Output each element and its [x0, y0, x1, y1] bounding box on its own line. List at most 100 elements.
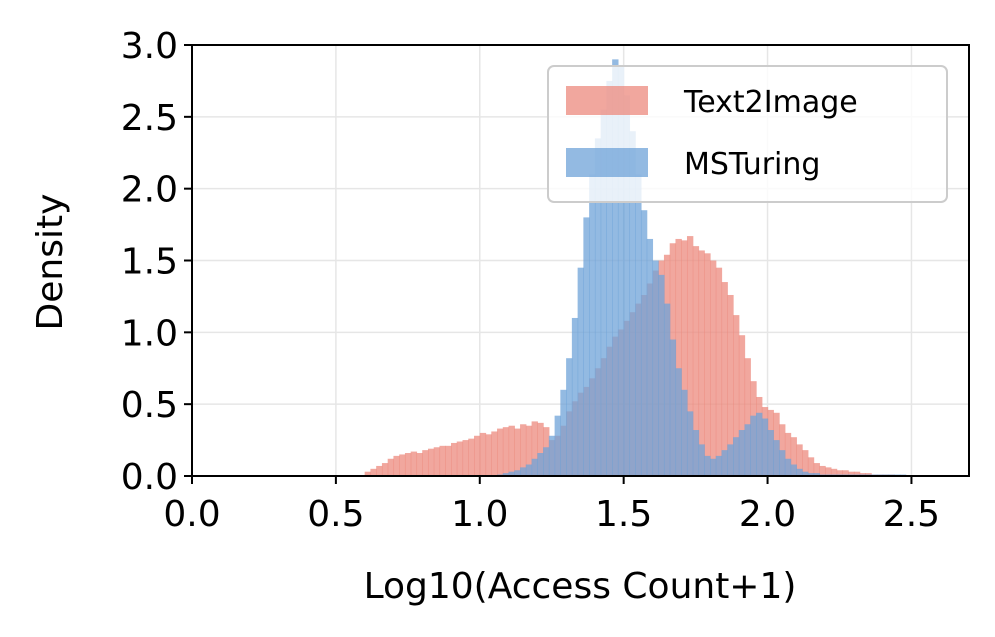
bar-msturing-78 [813, 473, 820, 476]
y-tick-label-2: 1.0 [121, 313, 178, 354]
bar-text2image-81 [830, 468, 838, 476]
bar-text2image-25 [508, 425, 515, 476]
bar-msturing-77 [807, 473, 815, 476]
bar-text2image-78 [813, 463, 820, 476]
bar-text2image-19 [474, 435, 481, 476]
bar-msturing-43 [612, 59, 619, 476]
bar-text2image-4 [387, 458, 395, 476]
legend-label-text2image: Text2Image [683, 85, 858, 120]
bar-text2image-8 [410, 451, 418, 476]
y-axis-title: Density [30, 194, 71, 331]
x-tick-label-2: 1.0 [451, 494, 508, 535]
bar-msturing-38 [583, 217, 590, 476]
bar-text2image-61 [715, 267, 723, 476]
bar-text2image-7 [404, 453, 412, 476]
bar-msturing-76 [802, 471, 809, 476]
bar-text2image-64 [733, 315, 740, 476]
bar-text2image-84 [848, 471, 855, 476]
bar-text2image-21 [485, 434, 492, 476]
bar-text2image-5 [393, 455, 400, 476]
bar-msturing-49 [646, 238, 654, 476]
bar-text2image-28 [525, 425, 533, 476]
bar-text2image-59 [704, 253, 711, 476]
bar-text2image-13 [439, 445, 446, 476]
bar-text2image-82 [836, 470, 843, 476]
bar-text2image-75 [796, 444, 803, 476]
bar-text2image-80 [825, 467, 832, 476]
bar-text2image-14 [445, 445, 452, 476]
x-tick-label-5: 2.5 [883, 494, 940, 535]
bar-msturing-69 [761, 418, 769, 476]
bar-msturing-25 [508, 471, 515, 476]
bar-text2image-83 [842, 470, 849, 476]
bar-msturing-34 [560, 389, 567, 476]
bar-text2image-9 [416, 453, 423, 476]
legend-swatch-text2image [566, 86, 648, 115]
bar-text2image-17 [462, 440, 469, 476]
bar-msturing-52 [663, 303, 671, 476]
bar-msturing-73 [784, 458, 792, 476]
y-tick-label-3: 1.5 [121, 242, 178, 283]
bar-text2image-3 [381, 463, 389, 476]
bar-msturing-64 [733, 437, 740, 476]
bar-msturing-65 [738, 430, 746, 476]
bar-msturing-48 [640, 210, 648, 476]
bar-text2image-26 [514, 428, 521, 476]
bar-text2image-30 [537, 422, 544, 476]
bar-msturing-59 [704, 455, 711, 476]
bar-msturing-30 [537, 453, 544, 476]
bar-text2image-74 [790, 437, 797, 476]
bar-text2image-10 [422, 450, 429, 476]
y-axis-ticks: 0.0 0.5 1.0 1.5 2.0 2.5 3.0 [121, 26, 192, 498]
bar-text2image-16 [456, 441, 464, 476]
legend: Text2Image MSTuring [547, 65, 948, 203]
bar-text2image-54 [675, 238, 682, 476]
x-tick-label-4: 2.0 [739, 494, 796, 535]
bar-text2image-57 [692, 246, 700, 476]
bar-text2image-62 [721, 282, 728, 476]
bar-msturing-42 [606, 80, 613, 477]
bar-text2image-77 [807, 457, 815, 476]
legend-swatch-msturing [566, 148, 648, 177]
bar-msturing-74 [790, 464, 797, 476]
bar-text2image-79 [819, 465, 826, 476]
bar-text2image-1 [370, 468, 377, 476]
bar-msturing-35 [566, 358, 573, 476]
x-axis-ticks: 0.0 0.5 1.0 1.5 2.0 2.5 [163, 476, 940, 535]
legend-label-msturing: MSTuring [684, 147, 820, 182]
bar-text2image-18 [468, 438, 475, 476]
bar-msturing-32 [548, 435, 556, 476]
y-tick-label-4: 2.0 [121, 170, 178, 211]
bar-msturing-63 [727, 444, 734, 476]
bar-text2image-27 [520, 424, 527, 476]
bar-msturing-75 [796, 468, 803, 476]
y-tick-label-0: 0.0 [121, 457, 178, 498]
bar-msturing-56 [686, 411, 694, 476]
bar-msturing-58 [698, 444, 705, 476]
bar-text2image-15 [451, 442, 458, 476]
y-tick-label-1: 0.5 [121, 385, 178, 426]
x-tick-label-3: 1.5 [595, 494, 652, 535]
bar-text2image-0 [364, 471, 372, 476]
bar-msturing-61 [715, 455, 723, 476]
bar-msturing-55 [681, 389, 688, 476]
bar-text2image-85 [853, 471, 861, 476]
bar-text2image-76 [802, 450, 809, 476]
bar-msturing-72 [779, 450, 786, 476]
bar-text2image-11 [427, 448, 435, 476]
bar-text2image-22 [491, 431, 498, 476]
bar-msturing-46 [629, 131, 636, 476]
bar-text2image-66 [744, 358, 751, 476]
bar-msturing-51 [658, 274, 665, 476]
bar-msturing-54 [675, 368, 682, 476]
x-tick-label-0: 0.0 [163, 494, 220, 535]
x-axis-title: Log10(Access Count+1) [364, 566, 797, 607]
bar-text2image-56 [686, 236, 694, 476]
bar-msturing-37 [577, 267, 584, 476]
bar-text2image-58 [698, 250, 705, 476]
bar-text2image-29 [531, 421, 538, 476]
bar-msturing-27 [520, 467, 527, 476]
bar-msturing-62 [721, 450, 728, 476]
bar-text2image-20 [479, 432, 487, 476]
